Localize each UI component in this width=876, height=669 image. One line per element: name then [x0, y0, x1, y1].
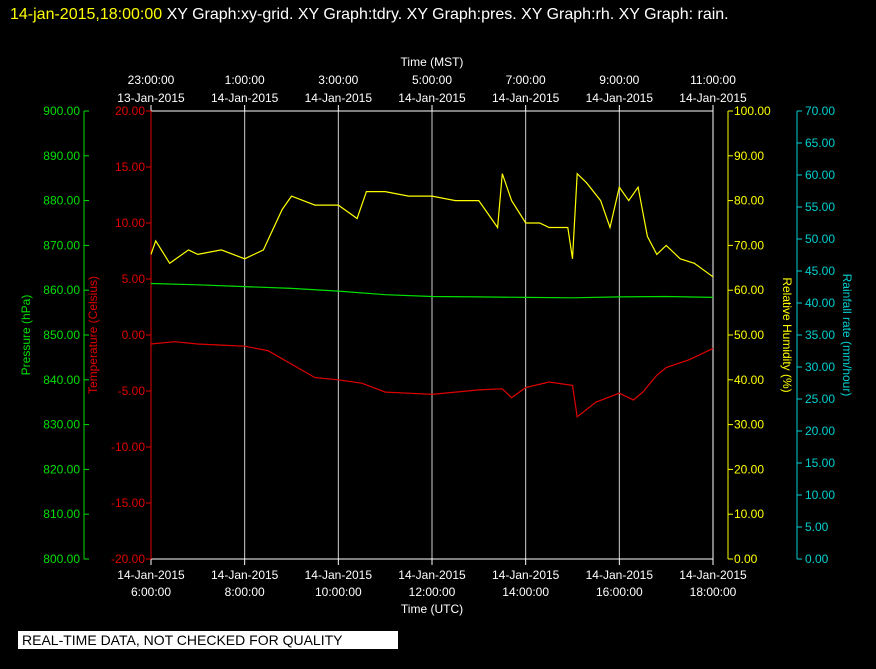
humidity-series-line — [150, 172, 714, 278]
x-top-tick-label-time: 7:00:00 — [506, 73, 546, 87]
humidity-tick-label: 100.00 — [734, 104, 771, 118]
humidity-tick-label: 20.00 — [734, 462, 764, 476]
rainfall-tick-label: 20.00 — [805, 424, 835, 438]
x-tick-label-time: 14:00:00 — [502, 585, 549, 599]
x-tick-label-time: 8:00:00 — [225, 585, 265, 599]
pressure-tick-label: 820.00 — [43, 462, 80, 476]
series — [150, 172, 714, 418]
x-top-tick-label-time: 1:00:00 — [225, 73, 265, 87]
x-tick-label-date: 14-Jan-2015 — [586, 568, 654, 582]
rainfall-tick-label: 30.00 — [805, 360, 835, 374]
temperature-tick-label: -15.00 — [111, 496, 145, 510]
humidity-tick-label: 80.00 — [734, 194, 764, 208]
pressure-tick-label: 810.00 — [43, 507, 80, 521]
x-top-tick-label-date: 14-Jan-2015 — [492, 91, 560, 105]
x-top-tick-label-time: 3:00:00 — [318, 73, 358, 87]
x-axis-label-mst: Time (MST) — [401, 55, 464, 69]
temperature-tick-label: 5.00 — [122, 272, 146, 286]
rainfall-tick-label: 45.00 — [805, 264, 835, 278]
x-tick-label-date: 14-Jan-2015 — [398, 568, 466, 582]
temperature-tick-label: -10.00 — [111, 440, 145, 454]
rainfall-tick-label: 50.00 — [805, 232, 835, 246]
pressure-tick-label: 900.00 — [43, 104, 80, 118]
temperature-tick-label: 15.00 — [115, 160, 145, 174]
rainfall-tick-label: 10.00 — [805, 488, 835, 502]
rainfall-tick-label: 25.00 — [805, 392, 835, 406]
humidity-tick-label: 0.00 — [734, 552, 758, 566]
rainfall-tick-label: 55.00 — [805, 200, 835, 214]
x-tick-label-time: 18:00:00 — [690, 585, 737, 599]
x-tick-label-time: 16:00:00 — [596, 585, 643, 599]
x-tick-label-time: 12:00:00 — [409, 585, 456, 599]
x-tick-label-date: 14-Jan-2015 — [679, 568, 747, 582]
pressure-series-line — [150, 282, 714, 299]
title-timestamp: 14-jan-2015,18:00:00 — [10, 6, 163, 23]
x-top-tick-label-time: 5:00:00 — [412, 73, 452, 87]
temperature-tick-label: -5.00 — [118, 384, 146, 398]
humidity-tick-label: 30.00 — [734, 418, 764, 432]
pressure-tick-label: 800.00 — [43, 552, 80, 566]
window-title: 14-jan-2015,18:00:00 XY Graph:xy-grid. X… — [10, 3, 870, 27]
title-graph-list: XY Graph:xy-grid. XY Graph:tdry. XY Grap… — [162, 6, 729, 23]
temperature-tick-label: 0.00 — [122, 328, 146, 342]
x-axis-label-utc: Time (UTC) — [401, 602, 463, 616]
rainfall-tick-label: 5.00 — [805, 520, 829, 534]
humidity-tick-label: 40.00 — [734, 373, 764, 387]
rainfall-tick-label: 70.00 — [805, 104, 835, 118]
temperature-tick-label: 10.00 — [115, 216, 145, 230]
rainfall-tick-label: 60.00 — [805, 168, 835, 182]
temperature-tick-label: 20.00 — [115, 104, 145, 118]
rainfall-tick-label: 15.00 — [805, 456, 835, 470]
rainfall-tick-label: 65.00 — [805, 136, 835, 150]
grid — [244, 111, 620, 559]
pressure-tick-label: 880.00 — [43, 194, 80, 208]
x-tick-label-time: 6:00:00 — [131, 585, 171, 599]
x-top-tick-label-time: 9:00:00 — [599, 73, 639, 87]
pressure-axis-title: Pressure (hPa) — [19, 295, 33, 376]
temperature-axis-title: Temperature (Celsius) — [86, 276, 100, 394]
x-top-tick-label-date: 14-Jan-2015 — [586, 91, 654, 105]
rainfall-axis-title: Rainfall rate (mm/hour) — [840, 274, 854, 397]
humidity-axis-title: Relative Humidity (%) — [780, 277, 794, 392]
temperature-tick-label: -20.00 — [111, 552, 145, 566]
x-tick-label-date: 14-Jan-2015 — [305, 568, 373, 582]
pressure-tick-label: 860.00 — [43, 283, 80, 297]
x-top-tick-label-date: 13-Jan-2015 — [117, 91, 185, 105]
x-tick-label-date: 14-Jan-2015 — [492, 568, 560, 582]
rainfall-tick-label: 40.00 — [805, 296, 835, 310]
rainfall-tick-label: 0.00 — [805, 552, 829, 566]
x-top-tick-label-date: 14-Jan-2015 — [398, 91, 466, 105]
x-tick-label-date: 14-Jan-2015 — [211, 568, 279, 582]
humidity-tick-label: 70.00 — [734, 238, 764, 252]
humidity-tick-label: 60.00 — [734, 283, 764, 297]
x-top-tick-label-time: 11:00:00 — [690, 73, 736, 87]
x-top-tick-label-date: 14-Jan-2015 — [679, 91, 747, 105]
pressure-tick-label: 890.00 — [43, 149, 80, 163]
x-top-tick-label-time: 23:00:00 — [128, 73, 175, 87]
x-tick-label-time: 10:00:00 — [315, 585, 362, 599]
quality-warning-banner: REAL-TIME DATA, NOT CHECKED FOR QUALITY — [18, 631, 398, 649]
x-tick-label-date: 14-Jan-2015 — [117, 568, 185, 582]
pressure-tick-label: 830.00 — [43, 418, 80, 432]
humidity-tick-label: 10.00 — [734, 507, 764, 521]
x-top-tick-label-date: 14-Jan-2015 — [211, 91, 279, 105]
pressure-tick-label: 870.00 — [43, 238, 80, 252]
axes — [83, 105, 802, 565]
axis-labels: 14-Jan-2015 6:00:00 14-Jan-2015 8:00:00 14-J… — [19, 55, 854, 616]
pressure-tick-label: 840.00 — [43, 373, 80, 387]
rainfall-tick-label: 35.00 — [805, 328, 835, 342]
temperature-series-line — [150, 341, 714, 418]
x-top-tick-label-date: 14-Jan-2015 — [305, 91, 373, 105]
humidity-tick-label: 50.00 — [734, 328, 764, 342]
pressure-tick-label: 850.00 — [43, 328, 80, 342]
humidity-tick-label: 90.00 — [734, 149, 764, 163]
